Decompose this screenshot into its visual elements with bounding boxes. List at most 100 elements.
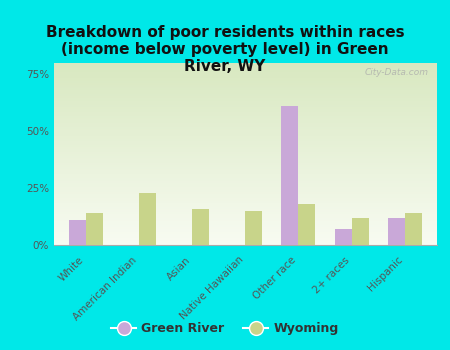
- Bar: [54, 196, 436, 198]
- Bar: [54, 192, 436, 194]
- Bar: [54, 103, 436, 105]
- Bar: [54, 76, 436, 78]
- Bar: [54, 119, 436, 121]
- Bar: [54, 158, 436, 160]
- Bar: [54, 143, 436, 145]
- Bar: [54, 118, 436, 119]
- Bar: [54, 156, 436, 158]
- Bar: [54, 236, 436, 238]
- Bar: [54, 152, 436, 154]
- Bar: [54, 199, 436, 201]
- Bar: [54, 87, 436, 89]
- Bar: [54, 203, 436, 205]
- Bar: [387, 218, 405, 245]
- Bar: [405, 213, 422, 245]
- Bar: [54, 198, 436, 199]
- Bar: [54, 99, 436, 101]
- Bar: [54, 96, 436, 98]
- Bar: [54, 130, 436, 132]
- Bar: [54, 63, 436, 65]
- Bar: [54, 180, 436, 181]
- Bar: [54, 216, 436, 218]
- Bar: [54, 230, 436, 232]
- Bar: [54, 72, 436, 74]
- Bar: [54, 134, 436, 136]
- Bar: [54, 98, 436, 99]
- Bar: [54, 79, 436, 81]
- Bar: [69, 220, 86, 245]
- Bar: [54, 83, 436, 85]
- Bar: [54, 147, 436, 148]
- Bar: [54, 187, 436, 189]
- Bar: [351, 218, 369, 245]
- Bar: [54, 116, 436, 118]
- Bar: [139, 193, 156, 245]
- Bar: [54, 150, 436, 152]
- Bar: [54, 132, 436, 134]
- Bar: [54, 170, 436, 172]
- Bar: [54, 89, 436, 90]
- Bar: [54, 194, 436, 196]
- Bar: [54, 189, 436, 190]
- Bar: [54, 65, 436, 66]
- Legend: Green River, Wyoming: Green River, Wyoming: [107, 317, 343, 340]
- Bar: [54, 141, 436, 143]
- Bar: [54, 128, 436, 130]
- Bar: [54, 148, 436, 150]
- Bar: [54, 212, 436, 214]
- Bar: [86, 213, 103, 245]
- Bar: [54, 221, 436, 223]
- Bar: [54, 112, 436, 114]
- Bar: [54, 185, 436, 187]
- Bar: [54, 160, 436, 161]
- Bar: [54, 105, 436, 107]
- Bar: [54, 238, 436, 239]
- Bar: [54, 219, 436, 221]
- Bar: [54, 110, 436, 112]
- Bar: [281, 106, 298, 245]
- Bar: [54, 234, 436, 236]
- Bar: [54, 239, 436, 241]
- Bar: [54, 176, 436, 178]
- Bar: [54, 218, 436, 219]
- Bar: [54, 121, 436, 123]
- Bar: [54, 81, 436, 83]
- Bar: [54, 207, 436, 209]
- Bar: [54, 138, 436, 139]
- Bar: [54, 69, 436, 70]
- Bar: [54, 154, 436, 156]
- Bar: [54, 167, 436, 169]
- Bar: [54, 223, 436, 225]
- Bar: [54, 66, 436, 69]
- Bar: [54, 209, 436, 210]
- Bar: [54, 85, 436, 87]
- Bar: [54, 163, 436, 165]
- Bar: [54, 214, 436, 216]
- Bar: [54, 74, 436, 76]
- Bar: [54, 229, 436, 230]
- Bar: [54, 108, 436, 110]
- Bar: [54, 201, 436, 203]
- Bar: [54, 205, 436, 207]
- Text: Breakdown of poor residents within races
(income below poverty level) in Green
R: Breakdown of poor residents within races…: [46, 25, 404, 74]
- Bar: [54, 136, 436, 138]
- Bar: [54, 92, 436, 94]
- Bar: [54, 107, 436, 108]
- Bar: [54, 145, 436, 147]
- Bar: [54, 123, 436, 125]
- Bar: [54, 70, 436, 72]
- Bar: [54, 178, 436, 180]
- Bar: [54, 227, 436, 229]
- Bar: [54, 232, 436, 234]
- Bar: [54, 210, 436, 212]
- Bar: [54, 161, 436, 163]
- Bar: [298, 204, 315, 245]
- Bar: [245, 211, 262, 245]
- Bar: [54, 225, 436, 227]
- Bar: [54, 127, 436, 128]
- Bar: [54, 125, 436, 127]
- Bar: [54, 101, 436, 103]
- Bar: [54, 172, 436, 174]
- Bar: [54, 139, 436, 141]
- Bar: [54, 169, 436, 170]
